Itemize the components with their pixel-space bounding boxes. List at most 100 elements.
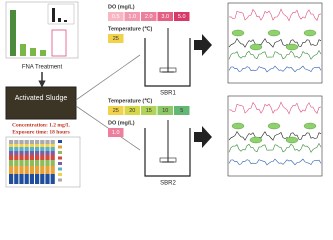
segment — [50, 144, 55, 147]
value-box — [141, 12, 157, 21]
graphical-abstract: FNA Treatment Activated Sludge Concentra… — [5, 1, 323, 188]
segment — [40, 151, 45, 155]
exposure: Exposure time: 18 hours — [12, 129, 70, 135]
phase-marker — [285, 43, 299, 51]
phase-marker — [285, 136, 299, 144]
segment — [19, 144, 24, 147]
segment — [9, 174, 14, 184]
segment — [24, 166, 29, 174]
series-line — [228, 142, 322, 153]
legend-swatch — [58, 151, 62, 154]
value-label: 5 — [180, 108, 183, 114]
segment — [45, 140, 50, 144]
phase-marker — [267, 122, 281, 130]
segment — [35, 155, 40, 160]
legend-swatch — [58, 178, 62, 182]
segment — [45, 144, 50, 147]
segment — [24, 155, 29, 160]
value-label: 3.0 — [161, 14, 169, 20]
series-line — [228, 65, 322, 73]
segment — [35, 147, 40, 151]
result-charts — [227, 2, 323, 177]
segment — [9, 160, 14, 166]
phase-marker — [231, 122, 245, 130]
value-label: 10 — [162, 108, 168, 114]
page: FNA Treatment Activated Sludge Concentra… — [5, 1, 323, 188]
segment — [24, 160, 29, 166]
value-label: 2.0 — [145, 14, 153, 20]
segment — [50, 147, 55, 151]
series-line — [228, 8, 322, 22]
value-label: 15 — [146, 108, 152, 114]
temp-label: Temperature (℃) — [108, 25, 152, 32]
segment — [14, 166, 19, 174]
segment — [19, 151, 24, 155]
segment — [14, 151, 19, 155]
value-label: 25 — [113, 36, 119, 42]
segment — [45, 166, 50, 174]
value-label: 25 — [113, 108, 119, 114]
value-box — [124, 12, 140, 21]
segment — [29, 160, 34, 166]
value-box — [141, 106, 157, 115]
segment — [9, 155, 14, 160]
reactor-label: SBR1 — [160, 91, 176, 97]
segment — [9, 144, 14, 147]
phase-marker — [303, 29, 317, 37]
legend-swatch — [58, 173, 62, 176]
value-box — [124, 106, 140, 115]
segment — [45, 174, 50, 184]
segment — [9, 166, 14, 174]
temp-label: Temperature (℃) — [108, 97, 152, 104]
segment — [24, 147, 29, 151]
value-label: 20 — [129, 108, 135, 114]
segment — [40, 147, 45, 151]
segment — [29, 174, 34, 184]
segment — [40, 166, 45, 174]
segment — [45, 155, 50, 160]
segment — [35, 144, 40, 147]
segment — [19, 155, 24, 160]
segment — [9, 147, 14, 151]
segment — [24, 140, 29, 144]
phase-marker — [303, 122, 317, 130]
series-line — [228, 158, 322, 166]
segment — [40, 140, 45, 144]
phase-marker — [267, 29, 281, 37]
segment — [14, 174, 19, 184]
segment — [29, 166, 34, 174]
segment — [50, 140, 55, 144]
reactor — [144, 28, 191, 87]
value-label: 1.0 — [128, 14, 136, 20]
segment — [45, 160, 50, 166]
segment — [29, 144, 34, 147]
segment — [45, 151, 50, 155]
legend-swatch — [58, 156, 62, 160]
value-label: 5.0 — [178, 14, 186, 20]
treatment-label: FNA Treatment — [22, 65, 63, 71]
phase-marker — [231, 29, 245, 37]
segment — [40, 160, 45, 166]
arrow — [194, 126, 212, 148]
legend-swatch — [58, 162, 62, 165]
sludge-box — [5, 86, 77, 120]
value-box — [174, 12, 190, 21]
series-line — [228, 131, 322, 141]
do-label: DO (mg/L) — [108, 4, 135, 10]
value-box — [157, 106, 173, 115]
do-label: DO (mg/L) — [108, 120, 135, 126]
value-box — [108, 34, 124, 43]
segment — [40, 174, 45, 184]
segment — [19, 140, 24, 144]
value-box — [157, 12, 173, 21]
segment — [19, 174, 24, 184]
reactor-label: SBR2 — [160, 181, 176, 187]
legend-swatch — [58, 140, 62, 143]
segment — [40, 155, 45, 160]
segment — [24, 144, 29, 147]
segment — [14, 155, 19, 160]
sludge-label: Activated Sludge — [15, 95, 68, 102]
phase-marker — [249, 136, 263, 144]
segment — [9, 151, 14, 155]
value-box — [174, 106, 190, 115]
